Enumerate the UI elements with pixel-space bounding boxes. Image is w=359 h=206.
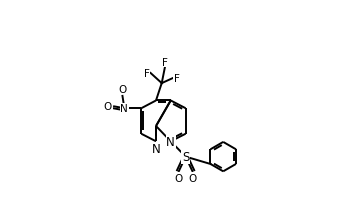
Text: F: F bbox=[162, 57, 168, 67]
Text: O: O bbox=[188, 173, 197, 183]
Text: O: O bbox=[104, 102, 112, 112]
Text: N: N bbox=[151, 143, 160, 156]
Text: F: F bbox=[174, 74, 180, 84]
Text: N: N bbox=[166, 135, 175, 148]
Text: N: N bbox=[121, 104, 128, 114]
Text: O: O bbox=[118, 84, 126, 95]
Text: O: O bbox=[174, 173, 183, 183]
Text: S: S bbox=[182, 150, 189, 163]
Text: F: F bbox=[144, 69, 149, 78]
